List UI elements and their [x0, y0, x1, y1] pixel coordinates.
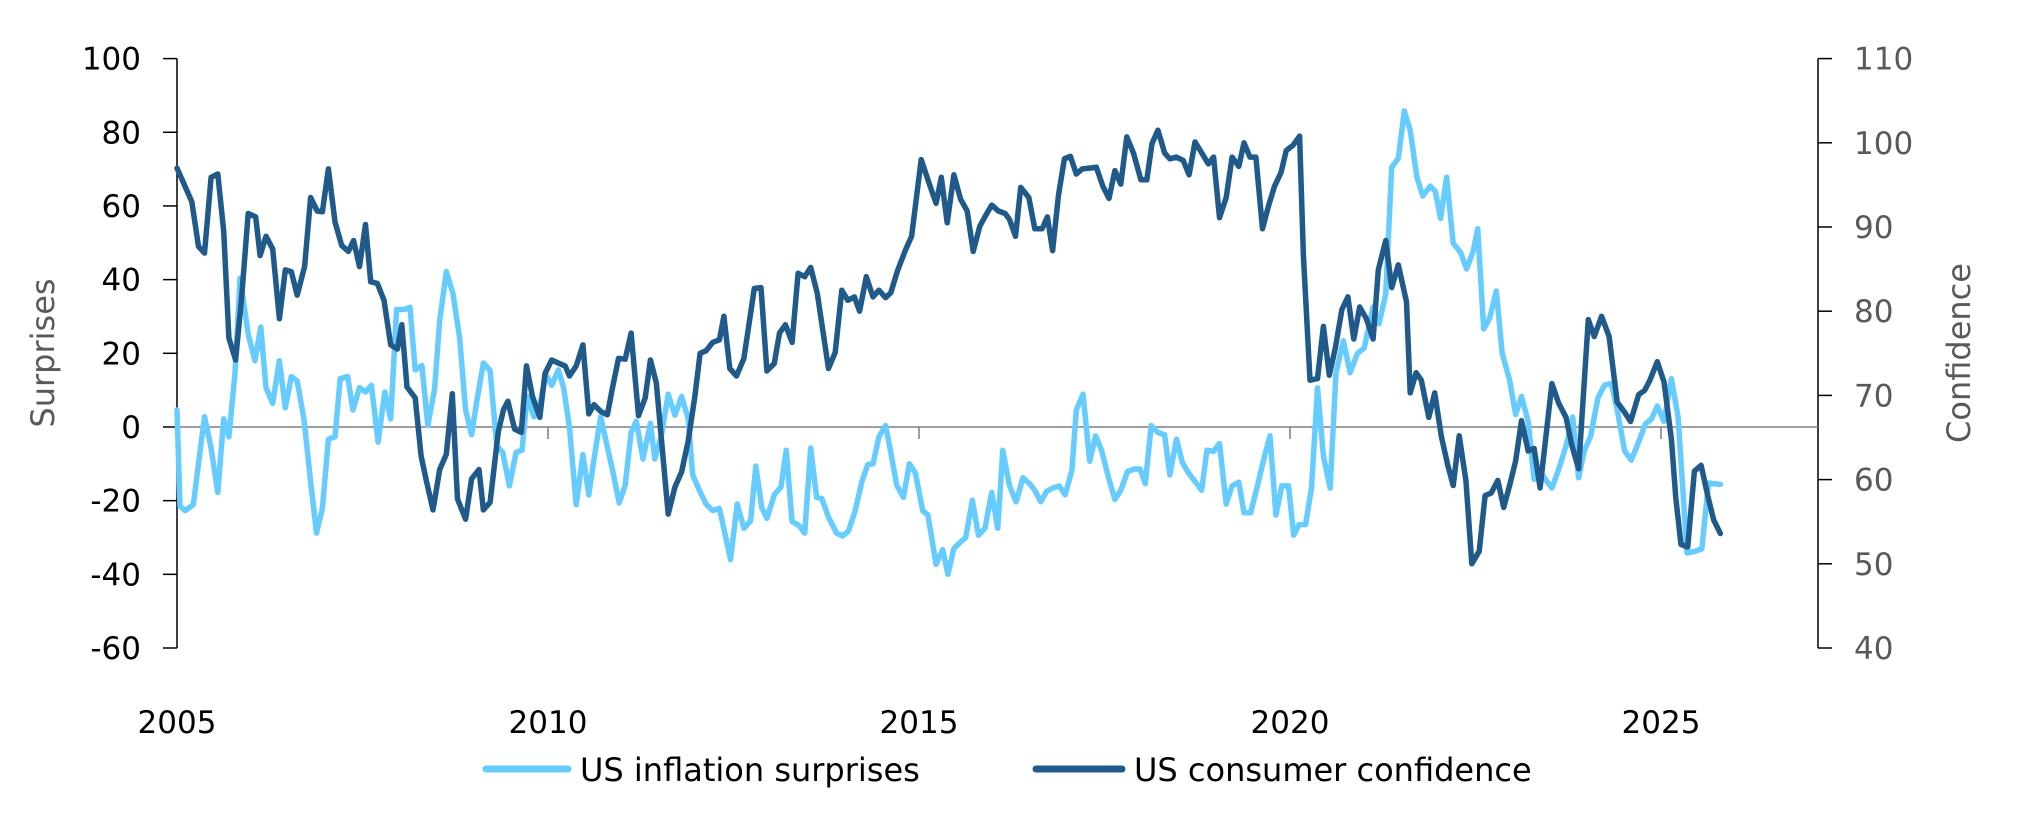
x-tick-label: 2010 — [509, 705, 588, 741]
y-tick-label-left: 0 — [121, 410, 141, 446]
legend-label-consumer-confidence: US consumer confidence — [1134, 751, 1532, 789]
axes: 100 80 60 40 20 0 -20 -40 -60 110 100 90 80 70 60 50 40 2… — [82, 42, 1913, 741]
series-line-inflation-surprises — [174, 108, 1724, 578]
y-axis-title-right: Confidence — [1940, 263, 1978, 443]
y-tick-label-right: 100 — [1854, 126, 1913, 162]
y-tick-label-right: 50 — [1854, 547, 1893, 583]
y-tick-label-right: 40 — [1854, 631, 1893, 667]
y-tick-label-left: -20 — [90, 484, 141, 520]
y-tick-label-right: 70 — [1854, 378, 1893, 414]
y-tick-label-right: 110 — [1854, 42, 1913, 78]
x-tick-label: 2005 — [138, 705, 217, 741]
legend: US inflation surprises US consumer confi… — [482, 751, 1532, 789]
y-tick-label-right: 60 — [1854, 463, 1893, 499]
y-tick-label-left: 20 — [102, 336, 141, 372]
y-tick-label-right: 80 — [1854, 294, 1893, 330]
x-tick-label: 2025 — [1622, 705, 1701, 741]
y-tick-label-left: 60 — [102, 189, 141, 225]
series-group — [174, 108, 1724, 578]
x-tick-label: 2020 — [1251, 705, 1330, 741]
y-tick-label-left: 100 — [82, 42, 141, 78]
legend-item-consumer-confidence: US consumer confidence — [1032, 751, 1532, 789]
y-tick-label-left: -40 — [90, 557, 141, 593]
y-tick-label-left: 80 — [102, 115, 141, 151]
y-tick-label-left: -60 — [90, 631, 141, 667]
series-line-consumer-confidence — [174, 127, 1724, 567]
x-tick-label: 2015 — [880, 705, 959, 741]
y-tick-label-left: 40 — [102, 263, 141, 299]
y-tick-label-right: 90 — [1854, 210, 1893, 246]
legend-item-inflation-surprises: US inflation surprises — [482, 751, 920, 789]
legend-label-inflation-surprises: US inflation surprises — [580, 751, 920, 789]
y-axis-title-left: Surprises — [24, 278, 62, 427]
